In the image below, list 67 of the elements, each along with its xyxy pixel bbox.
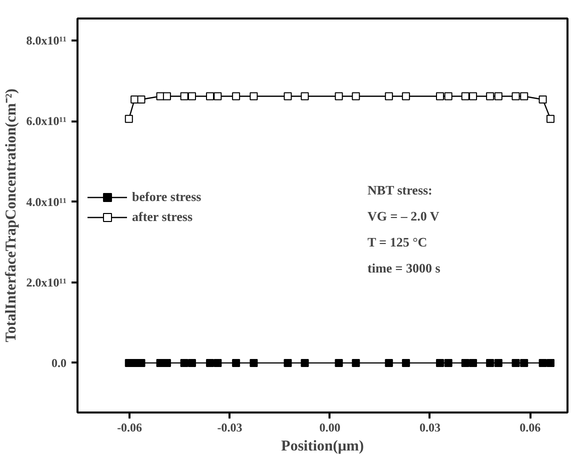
- point: [250, 92, 258, 100]
- point: [520, 358, 528, 367]
- x-tick-label: -0.06: [117, 420, 142, 434]
- point: [300, 92, 309, 100]
- point: [300, 358, 309, 367]
- x-tick-label: 0.00: [319, 420, 340, 434]
- y-tick-label: 8.0x10¹¹: [26, 34, 67, 48]
- point: [206, 358, 214, 367]
- point: [188, 358, 196, 367]
- point: [436, 92, 444, 100]
- point: [284, 92, 292, 100]
- point: [352, 92, 360, 100]
- point: [444, 92, 452, 100]
- y-tick-label: 4.0x10¹¹: [26, 194, 67, 209]
- point: [334, 92, 343, 100]
- point: [461, 92, 470, 100]
- point: [188, 92, 196, 100]
- x-tick-label: -0.03: [217, 420, 242, 434]
- x-tick-label: 0.03: [419, 420, 440, 434]
- point: [402, 358, 410, 367]
- point: [436, 358, 444, 367]
- point: [469, 358, 478, 367]
- point: [494, 358, 502, 367]
- point: [214, 358, 222, 367]
- annotation: time = 3000 s: [368, 260, 440, 276]
- x-tick-label: 0.06: [520, 420, 541, 434]
- y-axis-title: TotalInterfaceTrapConcentration(cm⁻²): [3, 88, 20, 342]
- point: [137, 95, 146, 104]
- point: [137, 358, 146, 367]
- y-tick-label: 6.0x10¹¹: [26, 114, 67, 128]
- point: [520, 92, 528, 100]
- point: [334, 358, 343, 367]
- annotation: NBT stress:: [368, 182, 432, 198]
- point: [444, 358, 452, 367]
- point: [546, 114, 554, 123]
- point: [232, 358, 240, 367]
- point: [538, 95, 547, 104]
- point: [512, 358, 520, 367]
- legend-label: after stress: [132, 209, 193, 225]
- point: [486, 92, 494, 100]
- point: [162, 92, 171, 100]
- y-tick-label: 2.0x10¹¹: [26, 275, 67, 290]
- point: [494, 92, 502, 100]
- annotation: T = 125 °C: [368, 234, 428, 250]
- y-tick-label: 0.0: [52, 356, 66, 370]
- point: [546, 358, 554, 367]
- point: [352, 358, 360, 367]
- point: [206, 92, 214, 100]
- point: [402, 92, 410, 100]
- point: [180, 92, 188, 100]
- point: [384, 92, 393, 100]
- point: [232, 92, 240, 100]
- point: [538, 358, 547, 367]
- annotation: VG = – 2.0 V: [368, 208, 440, 224]
- point: [180, 358, 188, 367]
- legend-label: before stress: [132, 189, 202, 205]
- point: [214, 92, 222, 100]
- point: [469, 92, 478, 100]
- point: [486, 358, 494, 367]
- x-axis-title: Position(μm): [281, 438, 364, 454]
- point: [124, 114, 133, 123]
- point: [284, 358, 292, 367]
- point: [512, 92, 520, 100]
- point: [250, 358, 258, 367]
- point: [461, 358, 470, 367]
- point: [162, 358, 171, 367]
- point: [384, 358, 393, 367]
